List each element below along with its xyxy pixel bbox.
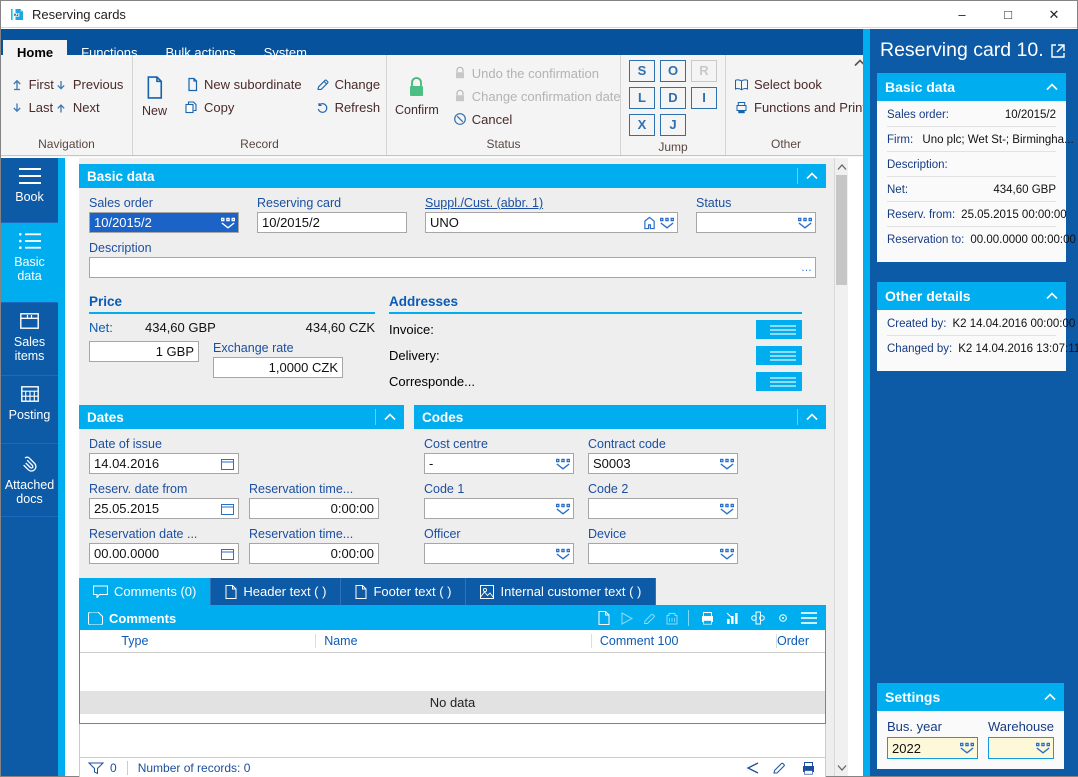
svg-text:K2: K2: [14, 12, 18, 16]
